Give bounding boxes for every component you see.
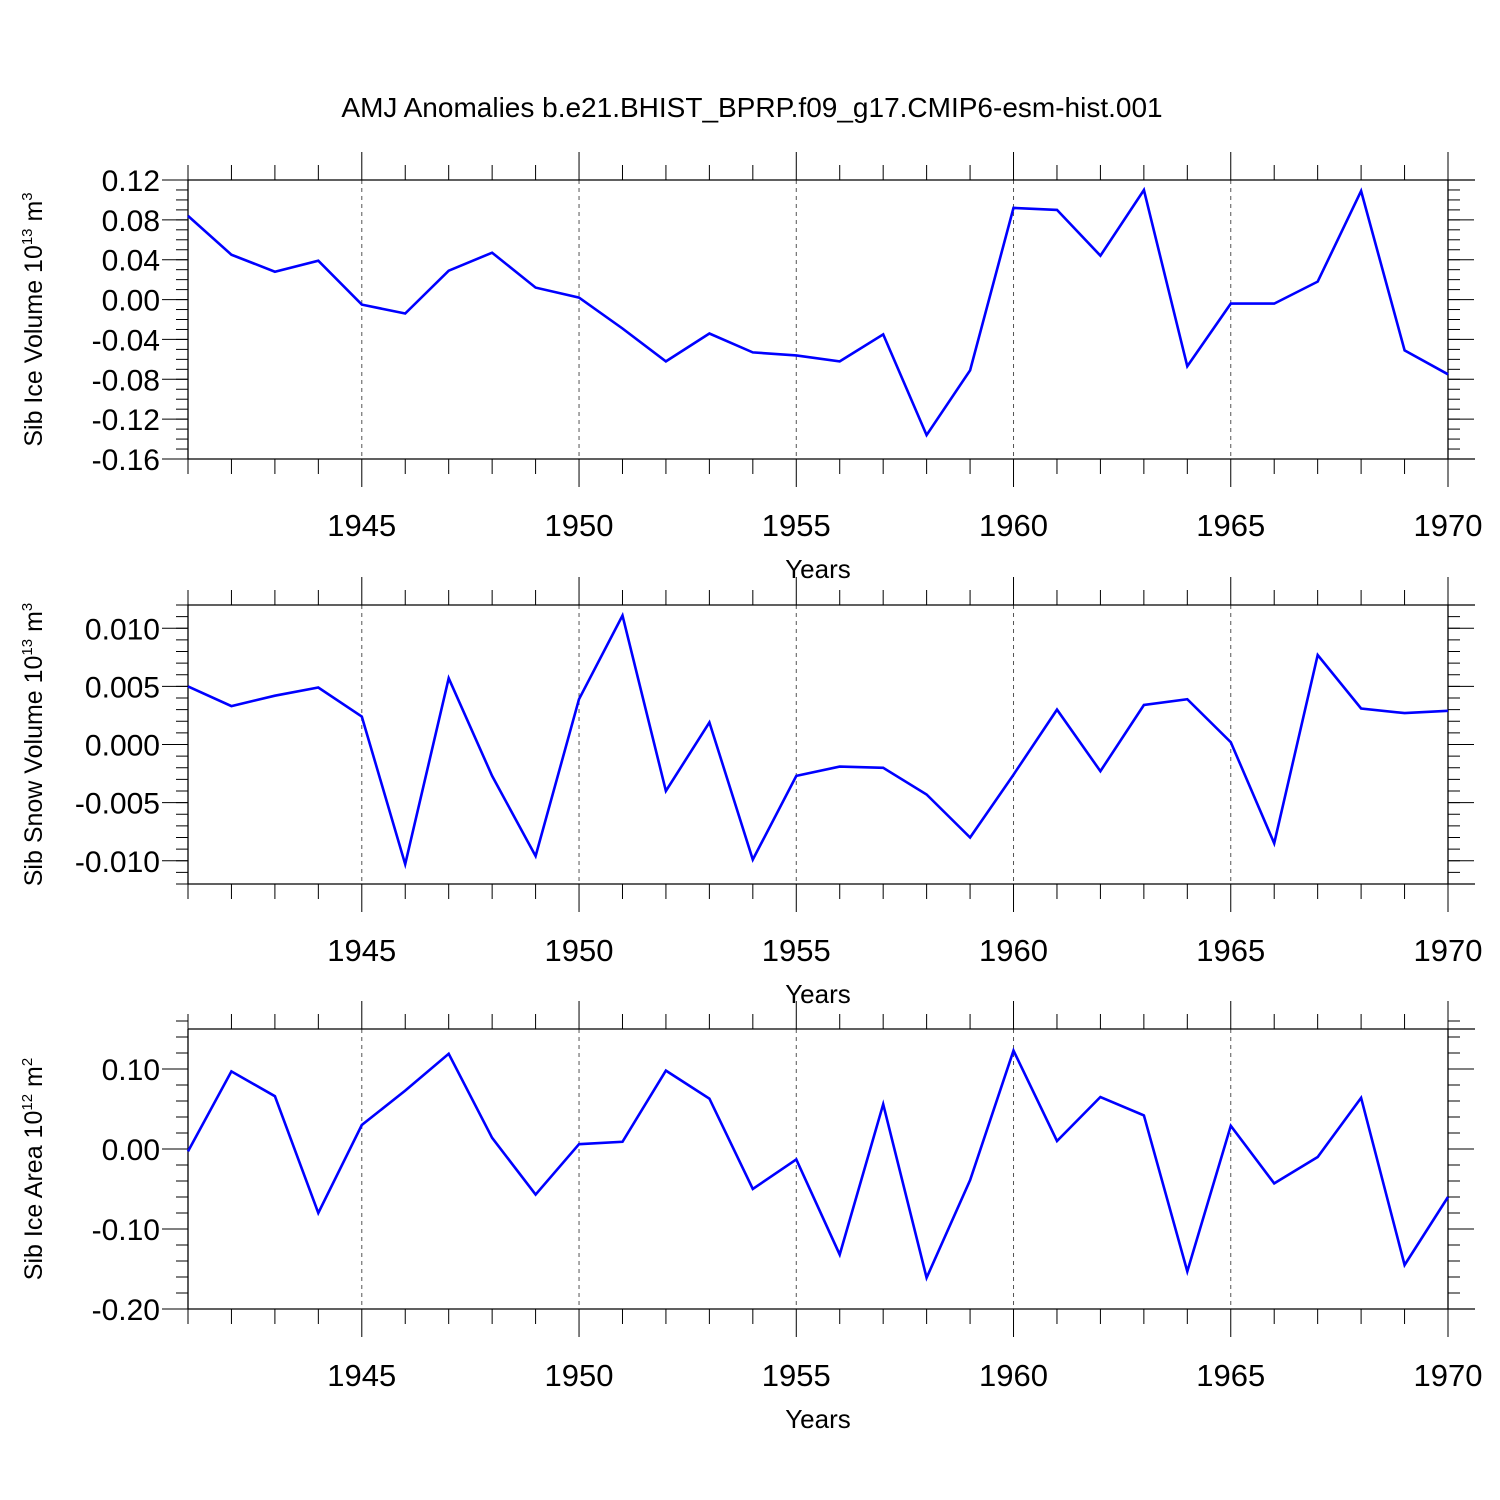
x-tick-label: 1965: [1196, 1358, 1265, 1393]
y-tick-label: 0.00: [102, 285, 160, 318]
x-tick-label: 1955: [762, 1358, 831, 1393]
x-axis-label: Years: [785, 554, 851, 584]
x-tick-label: 1970: [1414, 508, 1483, 543]
x-tick-label: 1955: [762, 933, 831, 968]
chart-panel-3: -0.20 -0.10 0.00 0.10 1945 1950 1955 1960 1965 19…: [19, 1001, 1482, 1434]
series-line: [186, 1047, 1450, 1282]
x-tick-label: 1945: [327, 1358, 396, 1393]
x-tick-label: 1950: [545, 508, 614, 543]
y-axis-label: Sib Snow Volume 1013 m3: [19, 603, 48, 887]
series-line: [187, 186, 1449, 438]
x-tick-label: 1950: [545, 933, 614, 968]
y-axis-label: Sib Ice Volume 1013 m3: [19, 192, 48, 446]
y-tick-label: -0.20: [92, 1294, 160, 1327]
y-tick-label: 0.000: [85, 730, 160, 763]
y-tick-label: 0.10: [102, 1054, 160, 1087]
x-axis-label: Years: [785, 979, 851, 1009]
y-tick-label: -0.08: [92, 364, 160, 397]
y-tick-label: -0.10: [92, 1214, 160, 1247]
y-tick-label: 0.12: [102, 165, 160, 198]
x-tick-label: 1945: [327, 508, 396, 543]
series-line: [187, 611, 1449, 870]
y-tick-label: 0.00: [102, 1134, 160, 1167]
x-tick-label: 1955: [762, 508, 831, 543]
x-tick-label: 1965: [1196, 508, 1265, 543]
x-tick-label: 1960: [979, 933, 1048, 968]
y-tick-label: 0.010: [85, 613, 160, 646]
chart-panel-2: -0.010 -0.005 0.000 0.005 0.010 1945 1950 1955 1…: [19, 577, 1482, 1009]
y-tick-label: -0.12: [92, 404, 160, 437]
chart-panel-1: -0.16 -0.12 -0.08 -0.04 0.00 0.04 0.08 0.12 1945…: [19, 152, 1482, 584]
y-tick-label: -0.010: [75, 846, 160, 879]
y-tick-label: 0.005: [85, 671, 160, 704]
x-tick-label: 1945: [327, 933, 396, 968]
x-tick-label: 1960: [979, 508, 1048, 543]
x-tick-label: 1960: [979, 1358, 1048, 1393]
y-tick-label: -0.005: [75, 788, 160, 821]
x-tick-label: 1965: [1196, 933, 1265, 968]
y-tick-label: -0.16: [92, 444, 160, 477]
x-tick-label: 1950: [545, 1358, 614, 1393]
y-axis-label: Sib Ice Area 1012 m2: [19, 1058, 48, 1280]
x-tick-label: 1970: [1414, 933, 1483, 968]
x-tick-label: 1970: [1414, 1358, 1483, 1393]
figure-title: AMJ Anomalies b.e21.BHIST_BPRP.f09_g17.C…: [341, 92, 1162, 123]
y-tick-label: -0.04: [92, 324, 160, 357]
y-tick-label: 0.04: [102, 245, 160, 278]
x-axis-label: Years: [785, 1404, 851, 1434]
y-tick-label: 0.08: [102, 205, 160, 238]
